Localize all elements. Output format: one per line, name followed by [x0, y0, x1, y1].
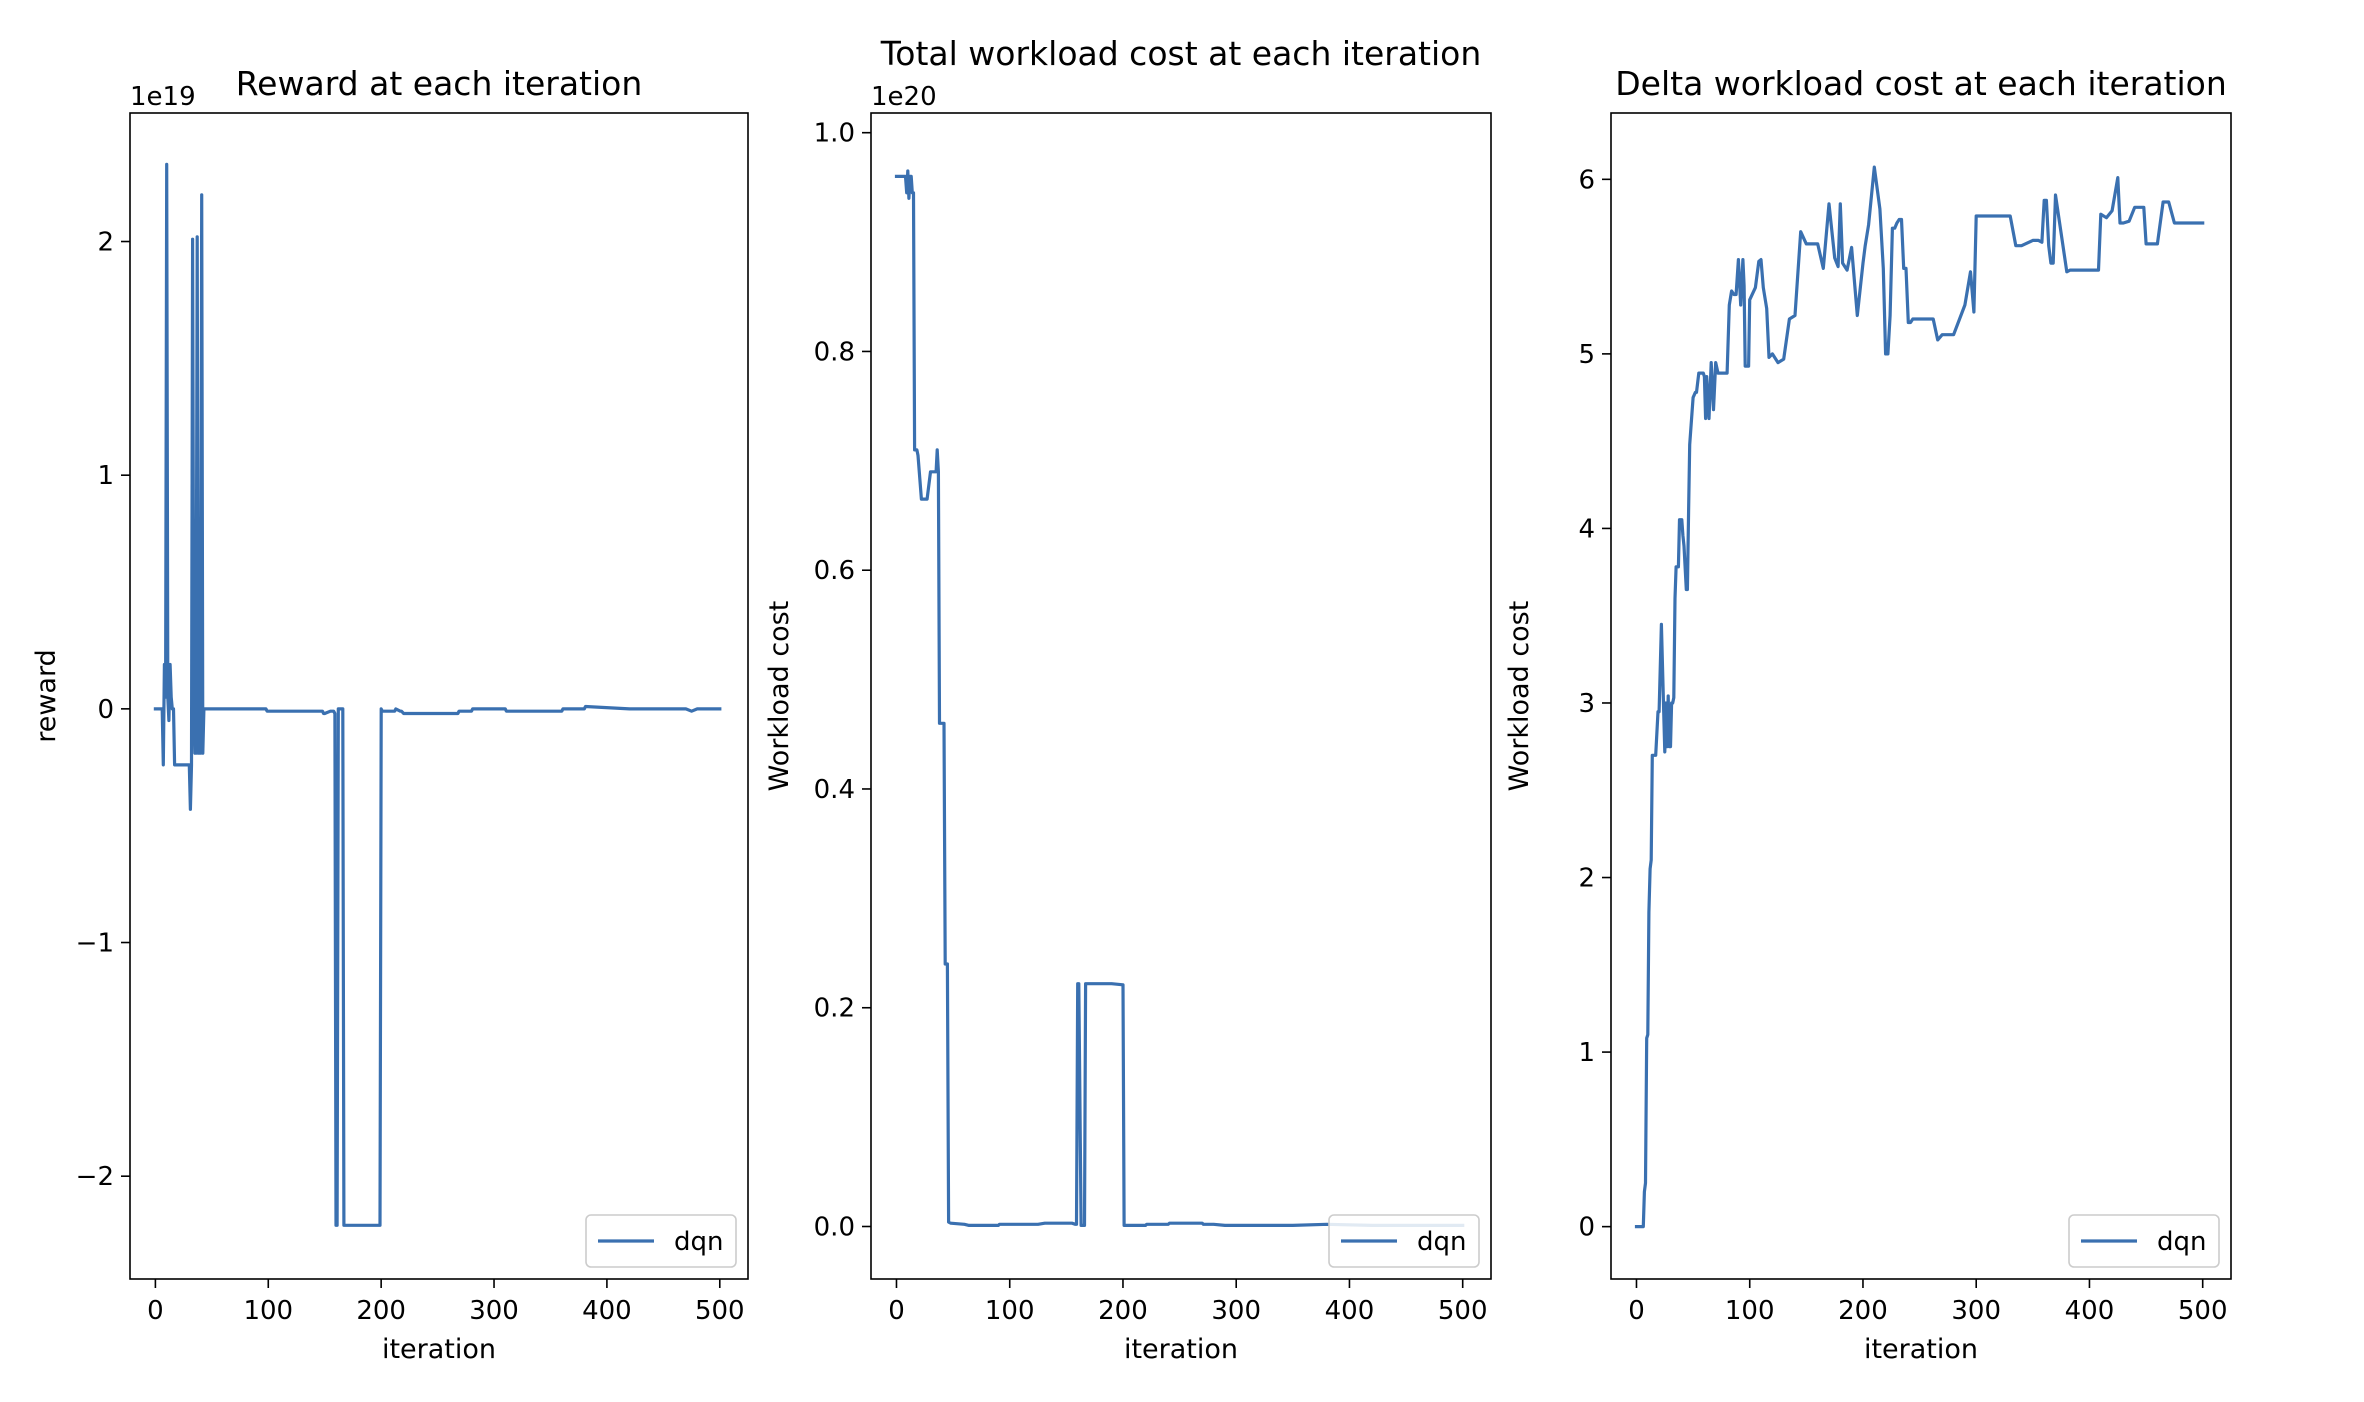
chart-title: Total workload cost at each iteration — [880, 34, 1482, 73]
y-tick-label: 2 — [1578, 864, 1595, 894]
x-tick-label: 0 — [1628, 1296, 1645, 1326]
y-tick-label: 0 — [1578, 1213, 1595, 1243]
reward-subplot: Reward at each iteration 1e19 0 100 200 300 40… — [31, 64, 749, 1365]
y-tick-label: 3 — [1578, 689, 1595, 719]
axes-frame — [129, 112, 749, 1280]
x-axis-label: iteration — [382, 1334, 496, 1365]
y-tick-label: 5 — [1578, 340, 1595, 370]
x-tick-label: 0 — [147, 1296, 164, 1326]
series-line-dqn — [1634, 165, 2205, 1229]
y-axis-label: Workload cost — [764, 601, 795, 792]
legend-label: dqn — [2157, 1227, 2207, 1257]
x-tick-label: 500 — [695, 1296, 745, 1326]
y-tick-label: 0.0 — [814, 1212, 855, 1242]
x-tick-label: 100 — [985, 1296, 1035, 1326]
x-axis-label: iteration — [1864, 1334, 1978, 1365]
legend-label: dqn — [674, 1227, 724, 1257]
legend-box — [585, 1214, 737, 1268]
x-tick-label: 500 — [2178, 1296, 2228, 1326]
x-tick-label: 300 — [1951, 1296, 2001, 1326]
y-tick-label: 1.0 — [814, 119, 855, 149]
x-axis-label: iteration — [1124, 1334, 1238, 1365]
y-axis-label: reward — [31, 649, 62, 743]
y-tick-label: 0 — [97, 695, 114, 725]
axes-frame — [870, 112, 1492, 1280]
y-tick-label: 6 — [1578, 165, 1595, 195]
chart-title: Reward at each iteration — [236, 64, 643, 103]
x-tick-label: 500 — [1438, 1296, 1488, 1326]
x-tick-label: 0 — [888, 1296, 905, 1326]
chart-title: Delta workload cost at each iteration — [1615, 64, 2227, 103]
x-tick-label: 100 — [1725, 1296, 1775, 1326]
y-tick-label: 0.8 — [814, 337, 855, 367]
axes-frame — [1610, 112, 2232, 1280]
x-tick-label: 200 — [1838, 1296, 1888, 1326]
y-axis-label: Workload cost — [1504, 601, 1535, 792]
x-tick-label: 300 — [469, 1296, 519, 1326]
y-tick-label: 2 — [97, 228, 114, 258]
legend-box — [2068, 1214, 2220, 1268]
y-tick-label: 0.4 — [814, 775, 855, 805]
y-tick-label: 1 — [97, 461, 114, 491]
x-tick-label: 400 — [2065, 1296, 2115, 1326]
x-tick-label: 400 — [1325, 1296, 1375, 1326]
axis-offset-label: 1e19 — [130, 82, 196, 112]
x-tick-label: 300 — [1211, 1296, 1261, 1326]
legend: dqn — [2068, 1214, 2220, 1268]
y-tick-label: −2 — [76, 1162, 114, 1192]
series-line-dqn — [894, 169, 1465, 1227]
axis-offset-label: 1e20 — [871, 82, 937, 112]
y-tick-label: 0.6 — [814, 556, 855, 586]
legend: dqn — [1328, 1214, 1480, 1268]
total-workload-cost-subplot: Total workload cost at each iteration 1e2… — [764, 34, 1492, 1365]
x-tick-label: 100 — [243, 1296, 293, 1326]
series-line-dqn — [153, 162, 722, 1227]
x-tick-label: 200 — [1098, 1296, 1148, 1326]
y-tick-label: 1 — [1578, 1038, 1595, 1068]
y-tick-label: −1 — [76, 929, 114, 959]
x-tick-label: 200 — [356, 1296, 406, 1326]
y-tick-label: 4 — [1578, 514, 1595, 544]
legend: dqn — [585, 1214, 737, 1268]
legend-box — [1328, 1214, 1480, 1268]
x-tick-label: 400 — [582, 1296, 632, 1326]
y-tick-label: 0.2 — [814, 994, 855, 1024]
legend-label: dqn — [1417, 1227, 1467, 1257]
